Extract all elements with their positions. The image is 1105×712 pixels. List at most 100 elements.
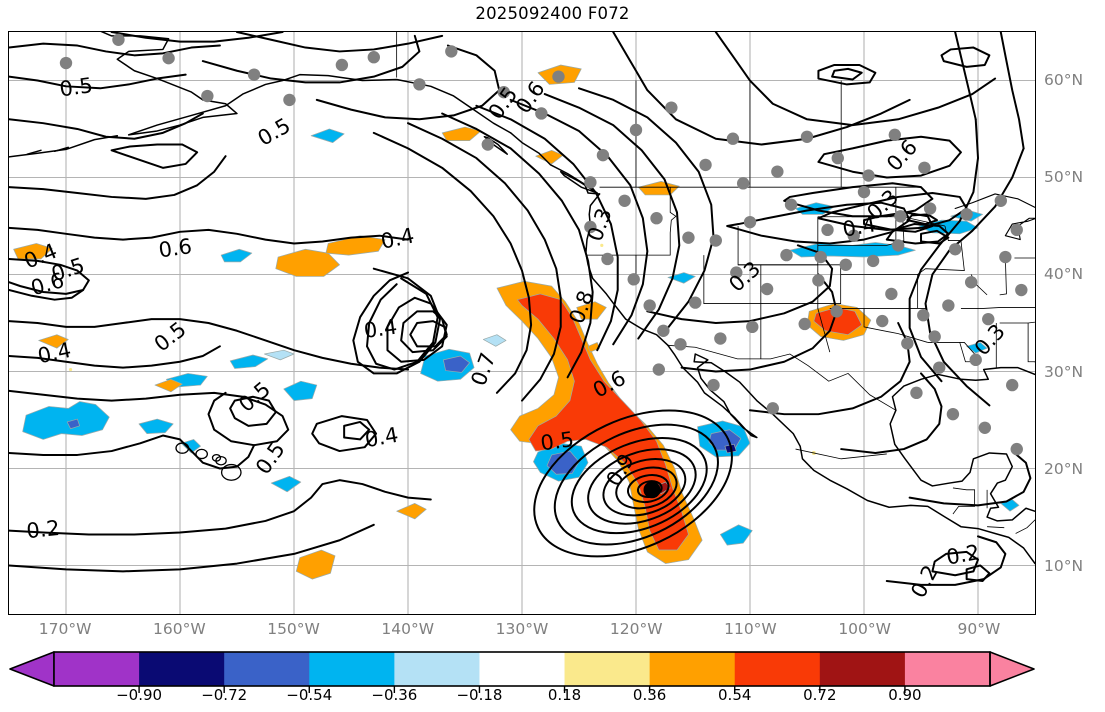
station-marker (917, 309, 930, 322)
contour-label: 0.6 (28, 268, 67, 300)
station-marker (847, 229, 860, 242)
shaded-region (38, 334, 69, 349)
contour-line (9, 73, 187, 90)
station-marker (885, 287, 898, 301)
colorbar-segment (309, 652, 395, 686)
contour-label: 0.5 (539, 427, 575, 455)
contour-line (315, 44, 501, 121)
station-marker (1015, 283, 1028, 297)
station-marker (59, 56, 73, 70)
coastline-path (559, 170, 599, 194)
lon-tick-label: 100°W (838, 620, 891, 638)
station-marker (766, 402, 779, 415)
station-marker (901, 337, 914, 350)
contour-line (441, 112, 594, 379)
political-border (795, 448, 887, 460)
contour-label: 0.5 (150, 317, 191, 356)
station-marker (780, 248, 793, 262)
station-marker (928, 330, 941, 343)
shaded-region (396, 503, 427, 520)
colorbar-segment (54, 652, 140, 686)
coastline-path (954, 193, 1035, 241)
contour-line (366, 277, 439, 371)
lon-tick-label: 110°W (724, 620, 777, 638)
political-border (999, 321, 1035, 324)
station-marker (866, 254, 880, 268)
lat-tick-label: 10°N (1044, 557, 1084, 576)
coastline-path (667, 344, 1035, 565)
lon-tick-label: 160°W (152, 620, 206, 638)
coastline-hawaii (215, 455, 227, 466)
station-marker (247, 68, 261, 81)
contour-line (999, 32, 1025, 150)
station-marker (682, 231, 695, 244)
cyclone-contour-ring (570, 436, 708, 535)
station-marker (814, 250, 827, 264)
station-marker (689, 296, 702, 309)
lat-tick-label: 30°N (1044, 362, 1084, 381)
political-border (1015, 519, 1035, 534)
contour-label: 0.4 (841, 212, 878, 241)
cyclone-contour-ring (553, 423, 719, 546)
political-border (667, 344, 897, 411)
station-marker (760, 282, 774, 296)
lon-tick-label: 120°W (609, 620, 663, 638)
station-marker (862, 169, 875, 182)
contour-line (931, 550, 980, 577)
station-marker (949, 243, 962, 256)
lon-tick-label: 90°W (957, 620, 1001, 638)
shaded-region (295, 549, 336, 580)
contour-label: 0.5 (234, 377, 275, 417)
shaded-anomaly-regions (13, 64, 1020, 580)
station-marker (830, 305, 843, 318)
station-marker (923, 202, 937, 215)
contour-line (817, 63, 877, 86)
station-marker (643, 299, 656, 312)
contour-line (680, 273, 838, 373)
contour-label: 0.7 (466, 349, 500, 388)
coastline-path (509, 132, 601, 195)
lat-tick-label: 50°N (1044, 168, 1084, 186)
lon-tick-label: 130°W (495, 620, 549, 638)
shaded-region (443, 355, 470, 373)
colorbar[interactable] (8, 651, 1036, 693)
shaded-region (229, 354, 269, 369)
contour-line (409, 320, 448, 348)
station-marker (839, 258, 852, 271)
shaded-region-small (68, 367, 73, 372)
contour-line (372, 131, 533, 394)
contour-line (885, 223, 950, 245)
lon-tick-label: 150°W (267, 620, 320, 638)
contour-line (9, 226, 410, 245)
station-marker (894, 210, 907, 223)
map-panel[interactable]: 0.5 0.5 0.4 0.6 0.4 0.5 0.6 0.4 0.5 0.4 0.5 0.4 0.5 0… (8, 31, 1036, 615)
colorbar-tick-label: 0.90 (888, 686, 922, 704)
contour-line (817, 192, 968, 231)
colorbar-segment (649, 652, 736, 686)
station-marker (707, 378, 720, 392)
contour-line (235, 32, 444, 53)
contour-line (509, 98, 649, 346)
shaded-region (667, 272, 696, 284)
station-marker (831, 151, 844, 165)
political-border (917, 240, 965, 275)
station-marker (994, 194, 1007, 207)
contour-line (110, 143, 199, 169)
station-marker (584, 220, 597, 234)
station-marker (946, 408, 960, 421)
shaded-region (719, 524, 753, 546)
station-marker (596, 149, 610, 162)
contour-line (612, 32, 911, 146)
station-marker (552, 70, 565, 83)
coastline-hawaii (195, 448, 209, 460)
coastline-hawaii (220, 463, 242, 481)
political-border (1027, 323, 1035, 363)
colorbar-segment (904, 652, 991, 686)
station-marker (746, 320, 759, 334)
station-marker (535, 107, 548, 120)
station-marker (335, 58, 349, 72)
political-border (703, 226, 762, 304)
shaded-region (283, 380, 318, 401)
contour-line (407, 122, 562, 402)
